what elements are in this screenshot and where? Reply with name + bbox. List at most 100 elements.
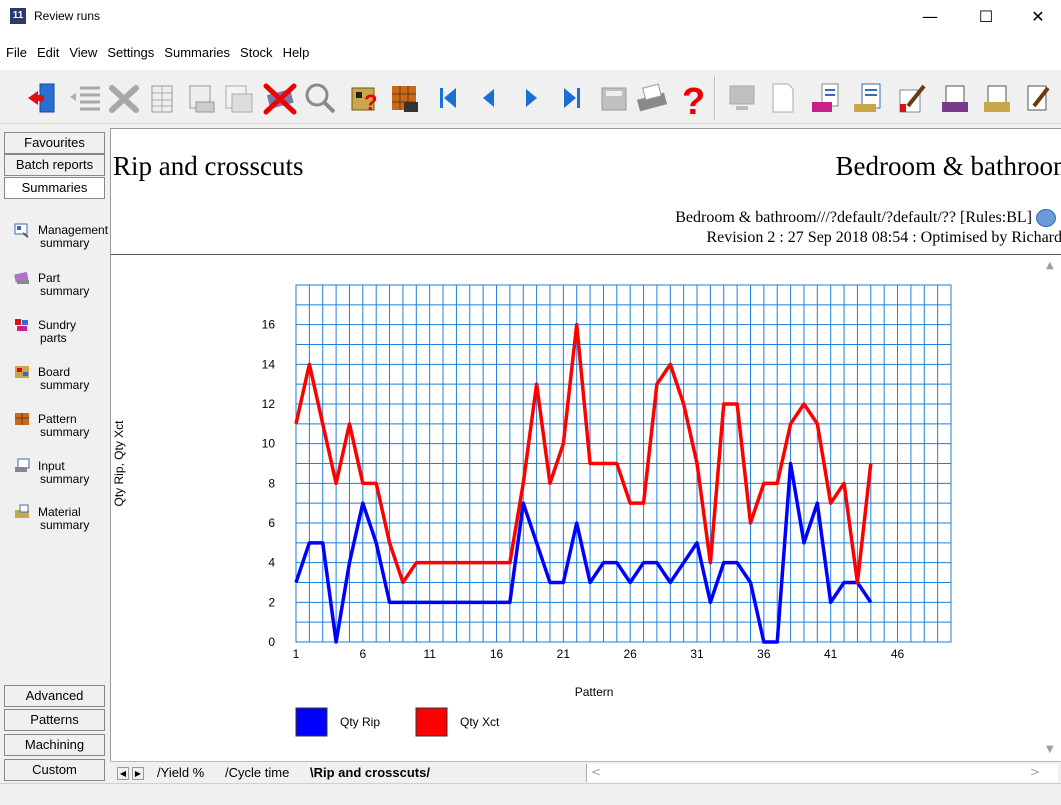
- x-tick-label: 36: [757, 647, 771, 661]
- tab-scroll-left-icon[interactable]: ◀: [117, 767, 129, 780]
- nav-item-line2: summary: [40, 284, 90, 298]
- previous-record-icon[interactable]: [468, 78, 508, 118]
- list-icon[interactable]: [66, 78, 106, 118]
- left-navigation: Favourites Batch reports Summaries Manag…: [0, 128, 108, 783]
- scroll-left-icon[interactable]: <: [591, 765, 602, 779]
- y-tick-label: 6: [268, 516, 275, 530]
- svg-text:?: ?: [364, 90, 377, 115]
- cancel-x-icon[interactable]: [104, 78, 144, 118]
- nav-item-management-summary[interactable]: Management summary: [14, 222, 108, 256]
- sheet-tab-label: Cycle time: [228, 765, 290, 780]
- nav-item-part-summary[interactable]: Part summary: [14, 270, 108, 304]
- x-tick-label: 6: [359, 647, 366, 661]
- series-line-qty-rip: [294, 461, 873, 644]
- legend-swatch: [415, 707, 448, 737]
- nav-tab-summaries[interactable]: Summaries: [4, 177, 105, 199]
- nav-tab-patterns[interactable]: Patterns: [4, 709, 105, 731]
- minimize-button[interactable]: —: [922, 6, 938, 26]
- x-axis-label: Pattern: [575, 685, 614, 699]
- sheet-tab-rip-and-crosscuts[interactable]: \Rip and crosscuts/: [310, 765, 430, 780]
- nav-tab-machining[interactable]: Machining: [4, 734, 105, 756]
- calculator-icon[interactable]: [594, 78, 634, 118]
- first-record-icon[interactable]: [428, 78, 468, 118]
- exit-door-icon[interactable]: [24, 78, 64, 118]
- info-icon[interactable]: [1036, 209, 1056, 227]
- nav-item-line2: summary: [40, 472, 90, 486]
- menu-stock[interactable]: Stock: [240, 44, 273, 60]
- blank-page-icon[interactable]: [762, 78, 802, 118]
- part-summary-icon: [14, 271, 29, 284]
- nav-item-line2: summary: [40, 236, 90, 250]
- report-info-line1: Bedroom & bathroom///?default/?default/?…: [675, 209, 1032, 226]
- maximize-button[interactable]: ☐: [978, 6, 994, 26]
- edit-chart-icon[interactable]: [892, 78, 932, 118]
- pattern-summary-icon: [15, 413, 29, 425]
- menu-file[interactable]: File: [6, 44, 27, 60]
- horizontal-scrollbar[interactable]: < >: [586, 764, 1058, 782]
- scroll-down-icon[interactable]: ▼: [1046, 744, 1054, 755]
- menu-summaries[interactable]: Summaries: [164, 44, 231, 60]
- x-tick-label: 41: [824, 647, 838, 661]
- x-tick-label: 26: [624, 647, 638, 661]
- nav-item-line1: Sundry: [38, 319, 77, 332]
- menu-view[interactable]: View: [69, 44, 98, 60]
- report-info-line2: Revision 2 : 27 Sep 2018 08:54 : Optimis…: [706, 229, 1061, 246]
- close-button[interactable]: ✕: [1031, 6, 1045, 26]
- report-grid-icon[interactable]: [180, 78, 220, 118]
- status-bar: [0, 783, 1061, 805]
- nav-item-sundry-parts[interactable]: Sundry parts: [14, 317, 108, 351]
- menu-help[interactable]: Help: [282, 44, 310, 60]
- input-summary-icon: [15, 458, 30, 472]
- nav-item-line1: Input: [38, 460, 65, 473]
- magnifier-icon[interactable]: [300, 78, 340, 118]
- document-icon[interactable]: [848, 78, 888, 118]
- sheet-tab-yield[interactable]: /Yield %: [157, 765, 205, 780]
- toolbar-separator: [714, 76, 716, 120]
- monitor-icon[interactable]: [722, 78, 762, 118]
- material-summary-icon: [15, 504, 29, 518]
- nav-item-material-summary[interactable]: Material summary: [14, 504, 108, 538]
- y-axis-label: Qty Rip, Qty Xct: [112, 420, 126, 507]
- scroll-up-icon[interactable]: ▲: [1046, 260, 1054, 271]
- nav-item-pattern-summary[interactable]: Pattern summary: [14, 411, 108, 445]
- y-tick-label: 8: [268, 476, 275, 490]
- y-tick-label: 2: [268, 595, 275, 609]
- window-title: Review runs: [34, 9, 101, 23]
- nav-tab-favourites[interactable]: Favourites: [4, 132, 105, 154]
- nav-item-board-summary[interactable]: Board summary: [14, 364, 108, 398]
- paste-report-icon[interactable]: [936, 78, 976, 118]
- report-settings-icon[interactable]: [978, 78, 1018, 118]
- menu-edit[interactable]: Edit: [36, 44, 60, 60]
- sheet-tab-cycle-time[interactable]: /Cycle time: [225, 765, 290, 780]
- tab-scroll-right-icon[interactable]: ▶: [132, 767, 144, 780]
- x-tick-label: 1: [293, 647, 300, 661]
- y-tick-label: 14: [262, 357, 276, 371]
- nav-item-line1: Material: [38, 506, 81, 519]
- y-tick-label: 10: [262, 437, 276, 451]
- nav-tab-advanced[interactable]: Advanced: [4, 685, 105, 707]
- board-summary-icon: [15, 366, 29, 378]
- menu-bar: File Edit View Settings Summaries Stock …: [0, 32, 1061, 72]
- report-layers-icon[interactable]: [218, 78, 258, 118]
- nav-item-input-summary[interactable]: Input summary: [14, 458, 108, 492]
- nav-item-line2: summary: [40, 518, 90, 532]
- pallet-icon[interactable]: [384, 78, 424, 118]
- last-record-icon[interactable]: [552, 78, 592, 118]
- chart-edit-icon[interactable]: [1018, 78, 1058, 118]
- printer-icon[interactable]: [632, 78, 672, 118]
- x-tick-label: 16: [490, 647, 504, 661]
- next-record-icon[interactable]: [512, 78, 552, 118]
- report-table-icon[interactable]: [142, 78, 182, 118]
- menu-settings[interactable]: Settings: [107, 44, 155, 60]
- vertical-scrollbar[interactable]: ▲ ▼: [1041, 256, 1061, 761]
- scroll-right-icon[interactable]: >: [1029, 765, 1040, 779]
- delete-boards-icon[interactable]: [260, 78, 300, 118]
- export-icon[interactable]: [806, 78, 846, 118]
- nav-tab-custom[interactable]: Custom: [4, 759, 105, 781]
- nav-tab-batch-reports[interactable]: Batch reports: [4, 154, 105, 176]
- y-tick-label: 16: [262, 318, 276, 332]
- pattern-question-icon[interactable]: ?: [344, 78, 384, 118]
- report-job-name: Bedroom & bathroom: [835, 151, 1061, 181]
- help-question-icon[interactable]: ?: [672, 78, 712, 118]
